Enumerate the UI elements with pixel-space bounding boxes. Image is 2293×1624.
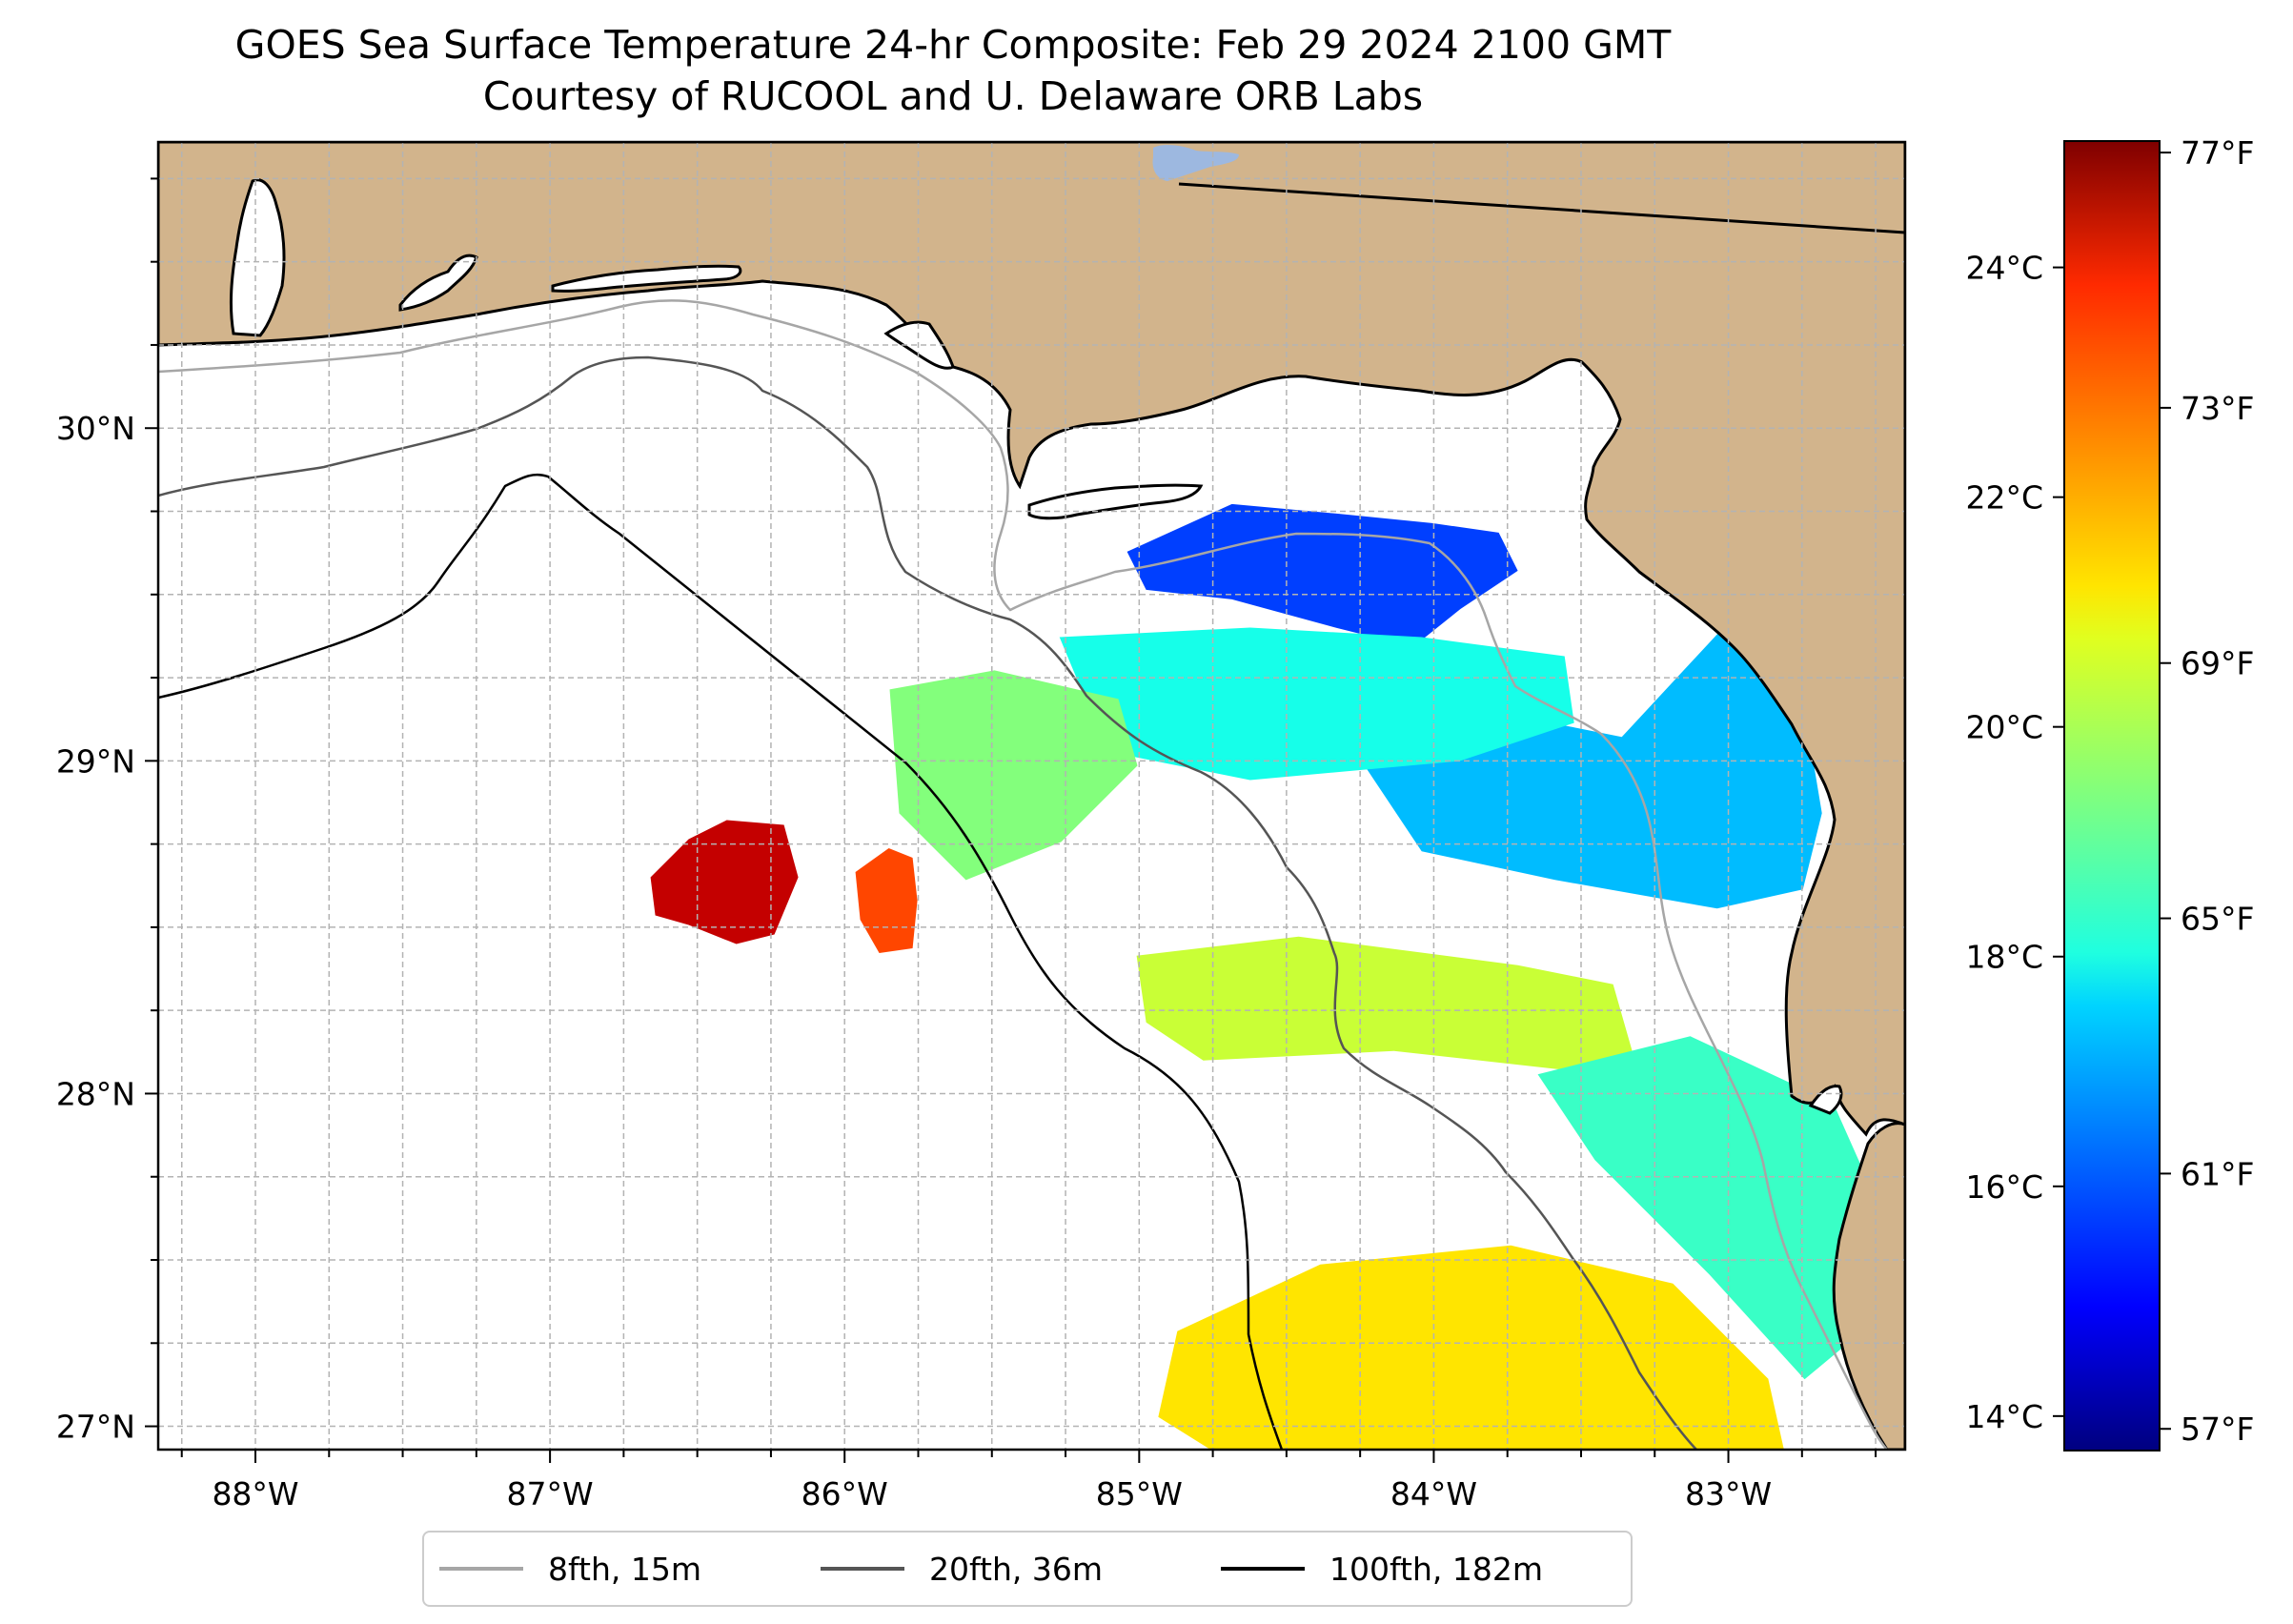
legend-label-8fth: 8fth, 15m bbox=[548, 1550, 702, 1588]
map-gridlines bbox=[158, 142, 1905, 1450]
sst-patch-southeast-coast bbox=[1537, 1036, 1872, 1380]
legend-item-8fth: 8fth, 15m bbox=[439, 1533, 701, 1605]
lon-tick-label: 87°W bbox=[507, 1475, 594, 1512]
celsius-tick-label: 20°C bbox=[1965, 709, 2043, 746]
lon-tick-label: 88°W bbox=[212, 1475, 298, 1512]
lon-tick-label: 85°W bbox=[1096, 1475, 1183, 1512]
sst-patch-far-west-warm bbox=[650, 820, 799, 944]
celsius-tick-label: 18°C bbox=[1965, 939, 2043, 976]
panhandle-land bbox=[158, 142, 1905, 1450]
choctawhatchee-bay bbox=[551, 264, 742, 293]
fahrenheit-tick-label: 69°F bbox=[2181, 645, 2254, 682]
isobath-8fth bbox=[158, 299, 1888, 1450]
legend-swatch-20fth bbox=[821, 1567, 904, 1571]
map-subtitle: Courtesy of RUCOOL and U. Delaware ORB L… bbox=[482, 73, 1424, 119]
fahrenheit-tick-label: 73°F bbox=[2181, 390, 2254, 427]
fahrenheit-tick-label: 61°F bbox=[2181, 1155, 2254, 1192]
fahrenheit-tick-label: 65°F bbox=[2181, 901, 2254, 938]
map-plot-area bbox=[158, 142, 1905, 1450]
colorbar-ticks: 14°C 16°C 18°C 20°C 22°C 24°C 57°F 61°F 65°F 69°F… bbox=[1965, 134, 2254, 1448]
legend-swatch-100fth bbox=[1221, 1567, 1305, 1571]
sst-colorbar bbox=[2063, 140, 2161, 1451]
celsius-tick-label: 22°C bbox=[1965, 479, 2043, 517]
lon-tick-label: 83°W bbox=[1685, 1475, 1772, 1512]
celsius-tick-label: 24°C bbox=[1965, 250, 2043, 287]
sst-layer bbox=[650, 503, 1872, 1450]
mobile-bay bbox=[229, 178, 286, 337]
lake-seminole bbox=[1152, 145, 1239, 181]
sst-patch-west-shelf bbox=[889, 670, 1138, 881]
isobath-20fth bbox=[158, 355, 1697, 1450]
map-frame bbox=[156, 140, 1907, 1451]
legend-item-20fth: 20fth, 36m bbox=[821, 1533, 1103, 1605]
celsius-tick-label: 14°C bbox=[1965, 1398, 2043, 1435]
sst-patch-central-band bbox=[1136, 936, 1633, 1070]
legend-swatch-8fth bbox=[439, 1567, 523, 1571]
map-axes: 88°W 87°W 86°W 85°W 84°W 83°W 27°N 28°N 29°N 30°N bbox=[56, 177, 1877, 1512]
lat-tick-label: 29°N bbox=[56, 742, 135, 780]
lat-tick-label: 30°N bbox=[56, 410, 135, 447]
fahrenheit-tick-label: 77°F bbox=[2181, 134, 2254, 172]
waccasassa-bay bbox=[1808, 1085, 1843, 1115]
florida-coast-land bbox=[158, 142, 1905, 1137]
fahrenheit-tick-label: 57°F bbox=[2181, 1411, 2254, 1448]
sst-patch-apalachee-bay bbox=[1126, 503, 1518, 647]
lon-tick-label: 84°W bbox=[1390, 1475, 1477, 1512]
isobath-legend: 8fth, 15m 20fth, 36m 100fth, 182m bbox=[422, 1531, 1633, 1607]
lat-tick-label: 28°N bbox=[56, 1075, 135, 1112]
legend-item-100fth: 100fth, 182m bbox=[1221, 1533, 1543, 1605]
celsius-tick-label: 16°C bbox=[1965, 1168, 2043, 1206]
state-boundary-line bbox=[1178, 182, 1905, 234]
map-title: GOES Sea Surface Temperature 24-hr Compo… bbox=[234, 22, 1672, 68]
isobath-100fth bbox=[158, 473, 1284, 1450]
sst-patch-big-bend-coast bbox=[1364, 603, 1822, 909]
sst-patch-mid-shelf bbox=[1059, 627, 1574, 781]
apalachicola-bay bbox=[1027, 483, 1204, 520]
legend-label-100fth: 100fth, 182m bbox=[1329, 1550, 1543, 1588]
sst-patch-south-warm bbox=[1158, 1245, 1784, 1450]
legend-label-20fth: 20fth, 36m bbox=[929, 1550, 1103, 1588]
lon-tick-label: 86°W bbox=[802, 1475, 888, 1512]
lat-tick-label: 27°N bbox=[56, 1409, 135, 1446]
st-andrew-bay bbox=[883, 320, 955, 370]
